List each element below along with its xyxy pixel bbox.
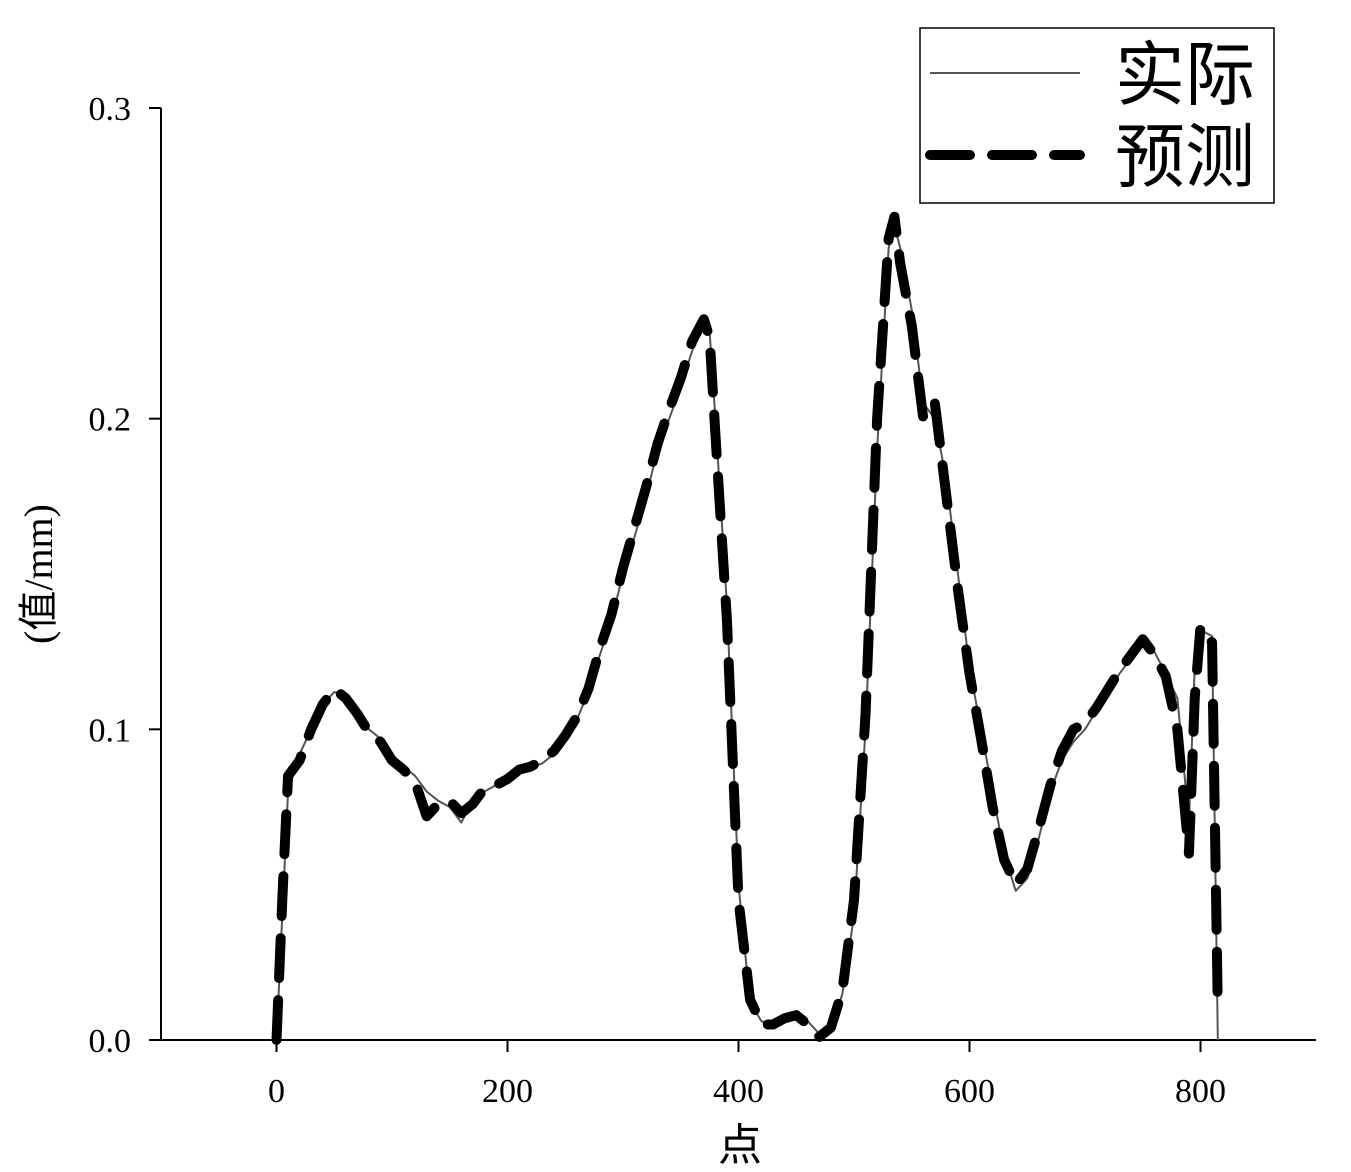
x-axis-label: 点 (718, 1121, 762, 1170)
legend-box (919, 27, 1275, 204)
x-tick-label: 0 (268, 1073, 285, 1110)
x-tick-label: 200 (482, 1073, 533, 1110)
x-tick-label: 800 (1175, 1073, 1226, 1110)
legend-label: 实际 (1115, 38, 1255, 115)
legend-label: 预测 (1115, 120, 1255, 197)
y-tick-label: 0.2 (89, 402, 132, 439)
line-series (271, 211, 1223, 1045)
x-tick-label: 600 (944, 1073, 995, 1110)
y-tick-label: 0.3 (89, 91, 132, 128)
x-tick-label: 400 (713, 1073, 764, 1110)
y-axis-label: (值/mm) (16, 504, 61, 644)
y-tick-label: 0.1 (89, 712, 132, 749)
line-series (275, 225, 1219, 1041)
y-tick-label: 0.0 (89, 1023, 132, 1060)
